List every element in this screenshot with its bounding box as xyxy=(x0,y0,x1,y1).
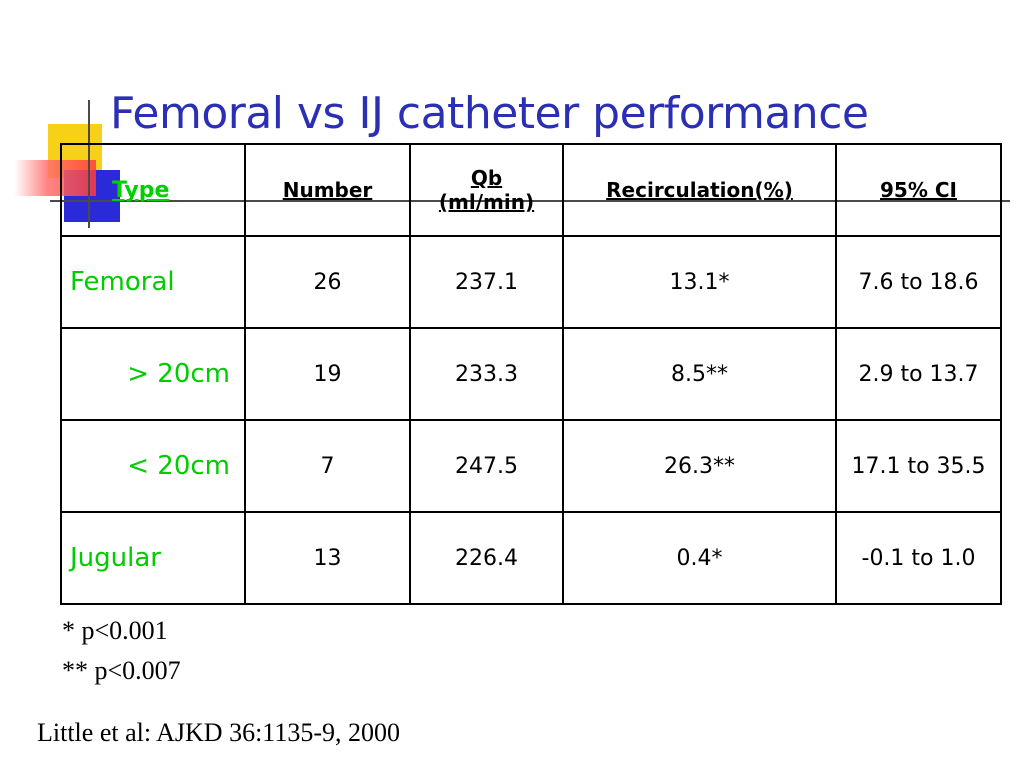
cell-ci: 7.6 to 18.6 xyxy=(835,235,1002,329)
cell-qb: 226.4 xyxy=(409,511,564,605)
header-recirculation: Recirculation(%) xyxy=(562,143,837,237)
table-row: Femoral 26 237.1 13.1* 7.6 to 18.6 xyxy=(60,235,1002,329)
table-header-row: Type Number Qb (ml/min) Recirculation(%) … xyxy=(60,143,1002,237)
table-row: Jugular 13 226.4 0.4* -0.1 to 1.0 xyxy=(60,511,1002,605)
cell-ci: 17.1 to 35.5 xyxy=(835,419,1002,513)
row-type-label: Femoral xyxy=(60,235,246,329)
performance-table: Type Number Qb (ml/min) Recirculation(%) … xyxy=(60,143,1002,605)
table-row: < 20cm 7 247.5 26.3** 17.1 to 35.5 xyxy=(60,419,1002,513)
cell-ci: -0.1 to 1.0 xyxy=(835,511,1002,605)
footnote-p001: * p<0.001 xyxy=(62,616,168,645)
header-type: Type xyxy=(60,143,246,237)
cell-qb: 233.3 xyxy=(409,327,564,421)
cell-number: 7 xyxy=(244,419,411,513)
table-row: > 20cm 19 233.3 8.5** 2.9 to 13.7 xyxy=(60,327,1002,421)
cell-qb: 237.1 xyxy=(409,235,564,329)
row-type-label: > 20cm xyxy=(60,327,246,421)
cell-recirculation: 13.1* xyxy=(562,235,837,329)
slide-title: Femoral vs IJ catheter performance xyxy=(110,88,869,139)
row-type-label: < 20cm xyxy=(60,419,246,513)
citation: Little et al: AJKD 36:1135-9, 2000 xyxy=(37,718,400,747)
footnote-p007: ** p<0.007 xyxy=(62,656,181,685)
cell-number: 13 xyxy=(244,511,411,605)
cell-ci: 2.9 to 13.7 xyxy=(835,327,1002,421)
cell-recirculation: 8.5** xyxy=(562,327,837,421)
header-ci: 95% CI xyxy=(835,143,1002,237)
header-qb: Qb (ml/min) xyxy=(409,143,564,237)
cell-qb: 247.5 xyxy=(409,419,564,513)
cell-number: 19 xyxy=(244,327,411,421)
row-type-label: Jugular xyxy=(60,511,246,605)
cell-recirculation: 26.3** xyxy=(562,419,837,513)
header-number: Number xyxy=(244,143,411,237)
cell-recirculation: 0.4* xyxy=(562,511,837,605)
cell-number: 26 xyxy=(244,235,411,329)
